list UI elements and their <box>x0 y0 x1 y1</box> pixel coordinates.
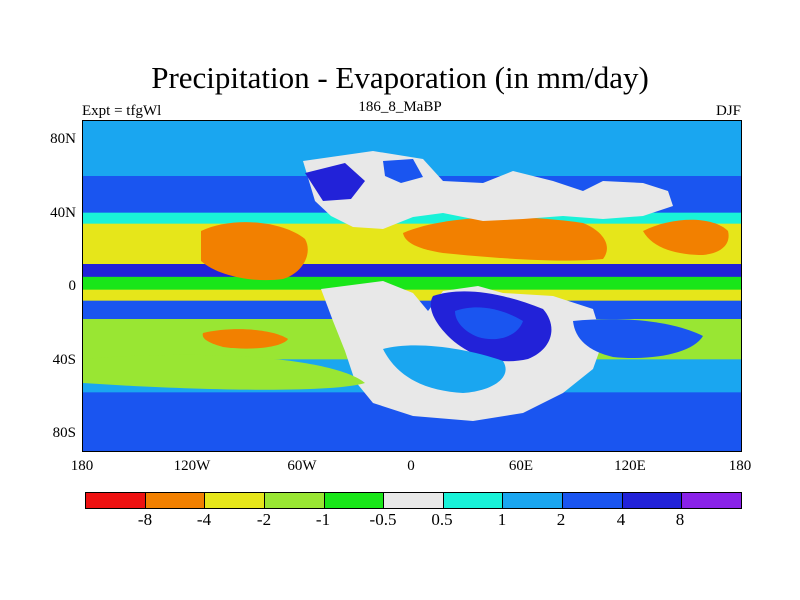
color-bar-bin <box>145 493 206 508</box>
latitude-band <box>83 212 741 225</box>
latitude-band <box>83 264 741 278</box>
y-tick-label: 0 <box>68 278 77 294</box>
map-plot-area <box>82 120 742 452</box>
color-bar-bin <box>443 493 504 508</box>
latitude-band <box>83 276 741 291</box>
colorbar-label: -2 <box>256 510 272 529</box>
color-bar-bin <box>264 493 325 508</box>
color-bar-bin <box>622 493 683 508</box>
x-tick-label: 180 <box>70 458 94 474</box>
south-pacific-dry-region <box>202 329 288 349</box>
color-bar-bin <box>205 493 265 508</box>
y-tick-label: 80S <box>52 425 76 441</box>
indian-ocean-wet-region <box>573 319 703 359</box>
color-bar-bin <box>86 493 146 508</box>
latitude-band <box>83 121 741 148</box>
colorbar-label: -0.5 <box>369 510 397 529</box>
southern-ocean-dry-band <box>83 354 365 390</box>
colorbar-label: 2 <box>556 510 566 529</box>
subtitle-label: 186_8_MaBP <box>358 99 442 115</box>
x-tick-label: 180 <box>728 458 752 474</box>
northwest-pacific-dry-region <box>643 219 729 255</box>
south-land-wet-region <box>383 345 506 393</box>
colorbar-label: 0.5 <box>431 510 453 529</box>
x-tick-label: 60E <box>508 458 534 474</box>
colorbar-label: 8 <box>675 510 685 529</box>
x-tick-label: 0 <box>407 458 415 474</box>
heatmap-svg <box>83 121 741 451</box>
tropical-land-wet-core <box>455 307 523 340</box>
color-bar-bin <box>503 493 564 508</box>
chart-title: Precipitation - Evaporation (in mm/day) <box>151 60 649 95</box>
x-tick-label: 60W <box>287 458 317 474</box>
color-bar-bin <box>682 493 742 508</box>
experiment-label: Expt = tfgWl <box>82 103 162 119</box>
y-tick-label: 80N <box>50 131 76 147</box>
africa-arabia-dry-region <box>403 217 607 261</box>
color-bar-bin <box>563 493 623 508</box>
north-land-wet-area-east <box>383 159 423 183</box>
x-tick-label: 120E <box>614 458 646 474</box>
x-tick-label: 120W <box>173 458 211 474</box>
colorbar-label: 4 <box>616 510 626 529</box>
colorbar-label: -4 <box>196 510 212 529</box>
north-land-wet-area <box>305 163 365 201</box>
color-bar <box>85 492 742 509</box>
colorbar-label: -8 <box>137 510 153 529</box>
colorbar-label: -1 <box>315 510 331 529</box>
colorbar-label: 1 <box>497 510 507 529</box>
color-bar-bin <box>384 493 444 508</box>
east-pacific-dry-region <box>201 222 308 281</box>
color-bar-bin <box>324 493 385 508</box>
y-tick-label: 40S <box>52 352 76 368</box>
season-label: DJF <box>715 103 741 119</box>
y-tick-label: 40N <box>50 205 76 221</box>
